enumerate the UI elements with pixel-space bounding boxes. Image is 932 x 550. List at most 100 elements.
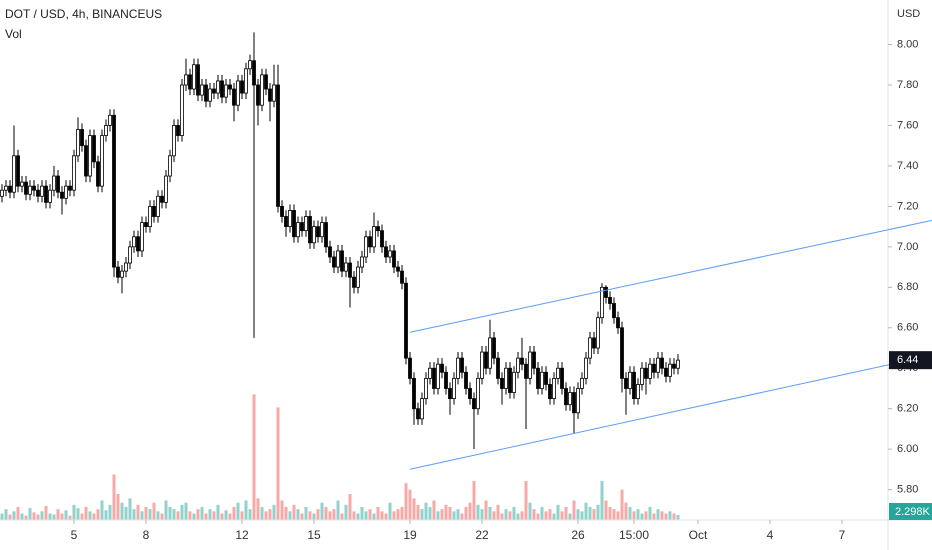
- volume-bar: [220, 513, 224, 520]
- currency-label: USD: [897, 8, 920, 20]
- volume-bar: [460, 513, 464, 520]
- candle-body: [660, 357, 664, 369]
- candle-body: [252, 60, 256, 86]
- volume-bar: [8, 514, 12, 520]
- candle-body: [36, 189, 40, 197]
- volume-bar: [80, 513, 84, 520]
- candle-body: [564, 388, 568, 406]
- candle-body: [292, 210, 296, 238]
- volume-bar: [668, 511, 672, 520]
- candle-body: [176, 125, 180, 136]
- candle-body: [16, 155, 20, 187]
- candle-body: [200, 84, 204, 96]
- candle-body: [436, 363, 440, 389]
- last-price-label: 6.44: [897, 354, 918, 366]
- volume-bar: [424, 502, 428, 520]
- candle-body: [296, 222, 300, 238]
- volume-bar: [432, 500, 436, 520]
- y-tick-label: 6.60: [897, 322, 918, 334]
- x-tick-label: 15:00: [619, 528, 649, 542]
- volume-bar: [572, 500, 576, 520]
- volume-bar: [124, 507, 128, 520]
- volume-bar: [16, 507, 20, 520]
- candle-body: [360, 256, 364, 268]
- volume-bar: [552, 513, 556, 520]
- candle-body: [472, 398, 476, 410]
- volume-bar: [676, 515, 680, 520]
- volume-bar: [184, 502, 188, 520]
- volume-bar: [248, 509, 252, 520]
- candle-body: [24, 181, 28, 195]
- volume-bar: [236, 502, 240, 520]
- candle-body: [620, 327, 624, 379]
- volume-bar: [496, 504, 500, 520]
- volume-bar: [620, 489, 624, 520]
- volume-bar: [0, 513, 4, 520]
- candle-body: [416, 408, 420, 420]
- volume-bar: [376, 507, 380, 520]
- volume-bar: [456, 509, 460, 520]
- candle-body: [160, 195, 164, 203]
- candle-body: [652, 363, 656, 373]
- candle-body: [364, 236, 368, 258]
- candle-body: [320, 222, 324, 238]
- volume-bar: [24, 515, 28, 520]
- candle-body: [120, 270, 124, 278]
- candle-body: [452, 377, 456, 399]
- candle-body: [676, 359, 680, 369]
- volume-bar: [100, 500, 104, 520]
- volume-bar: [156, 511, 160, 520]
- candle-body: [368, 236, 372, 248]
- candle-body: [100, 135, 104, 187]
- volume-bar: [448, 507, 452, 520]
- candle-body: [20, 181, 24, 187]
- candle-body: [152, 205, 156, 217]
- candle-body: [232, 88, 236, 106]
- candle-body: [388, 250, 392, 258]
- candle-body: [624, 377, 628, 389]
- volume-bar: [672, 513, 676, 520]
- candle-body: [552, 377, 556, 399]
- candle-body: [444, 371, 448, 389]
- volume-bar: [532, 509, 536, 520]
- candle-body: [84, 145, 88, 177]
- candle-body: [136, 236, 140, 252]
- volume-bar: [256, 498, 260, 520]
- volume-bar: [92, 513, 96, 520]
- candle-body: [308, 216, 312, 244]
- volume-bar: [660, 511, 664, 520]
- volume-bar: [108, 504, 112, 520]
- volume-bar: [204, 513, 208, 520]
- candle-body: [148, 205, 152, 228]
- volume-bar: [420, 509, 424, 520]
- candle-body: [280, 205, 284, 217]
- candle-body: [96, 161, 100, 187]
- volume-bar: [388, 502, 392, 520]
- candle-body: [256, 84, 260, 106]
- candle-body: [284, 216, 288, 228]
- candle-body: [236, 80, 240, 106]
- volume-bar: [308, 511, 312, 520]
- candle-body: [180, 84, 184, 136]
- candle-body: [380, 230, 384, 248]
- volume-bar: [324, 507, 328, 520]
- volume-bar: [296, 509, 300, 520]
- candle-body: [172, 125, 176, 157]
- volume-bar: [4, 509, 8, 520]
- candle-body: [484, 351, 488, 369]
- candle-body: [336, 250, 340, 268]
- volume-bar: [56, 509, 60, 520]
- volume-bar: [328, 511, 332, 520]
- volume-bar: [444, 504, 448, 520]
- volume-bar: [336, 500, 340, 520]
- volume-bar: [628, 507, 632, 520]
- volume-bar: [180, 504, 184, 520]
- volume-bar: [596, 504, 600, 520]
- candle-body: [288, 210, 292, 228]
- volume-bar: [464, 507, 468, 520]
- volume-bar: [88, 511, 92, 520]
- volume-bar: [488, 507, 492, 520]
- volume-bar: [540, 507, 544, 520]
